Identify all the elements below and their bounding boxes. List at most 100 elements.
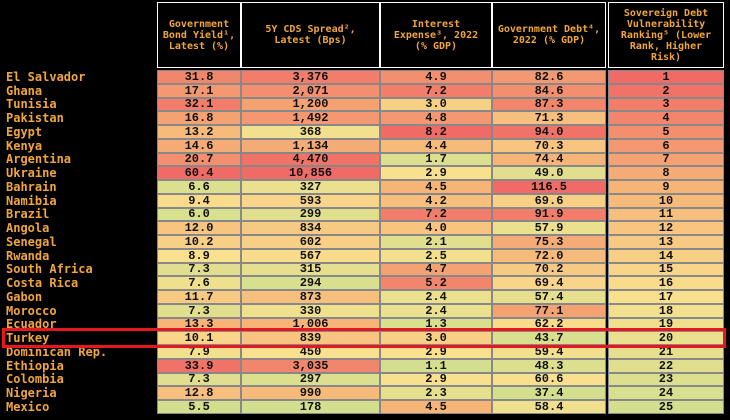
table-cell: 70.2 [492,262,606,276]
table-cell: 23 [608,372,724,386]
table-cell: 10,856 [241,166,380,180]
table-cell: 1.1 [380,359,492,373]
table-cell: 1,200 [241,97,380,111]
table-cell: 8.9 [157,249,241,263]
table-cell: 49.0 [492,166,606,180]
table-cell: 299 [241,207,380,221]
table-cell: 17 [608,290,724,304]
table-cell: 3.0 [380,331,492,345]
table-cell: 593 [241,194,380,208]
table-cell: 1,492 [241,111,380,125]
table-cell: 7.3 [157,304,241,318]
column-header: Government Debt⁴, 2022 (% GDP) [492,2,606,68]
table-cell: 2.3 [380,386,492,400]
table-cell: 70.3 [492,139,606,153]
table-cell: 3 [608,97,724,111]
table-cell: 33.9 [157,359,241,373]
table-cell: 22 [608,359,724,373]
table-cell: 59.4 [492,345,606,359]
table-cell: 327 [241,180,380,194]
table-cell: 58.4 [492,400,606,414]
table-cell: 74.4 [492,152,606,166]
country-name: Tunisia [6,97,57,112]
table-cell: 82.6 [492,70,606,84]
country-name: Mexico [6,399,50,414]
table-cell: 14 [608,249,724,263]
table-cell: 48.3 [492,359,606,373]
table-cell: 69.4 [492,276,606,290]
table-cell: 10.2 [157,235,241,249]
table-cell: 10 [608,194,724,208]
table-cell: 20 [608,331,724,345]
table-cell: 13.3 [157,317,241,331]
table-cell: 1.3 [380,317,492,331]
table-cell: 8.2 [380,125,492,139]
table-cell: 9 [608,180,724,194]
table-cell: 57.9 [492,221,606,235]
table-cell: 94.0 [492,125,606,139]
table-cell: 31.8 [157,70,241,84]
table-cell: 873 [241,290,380,304]
table-cell: 6.0 [157,207,241,221]
table-cell: 178 [241,400,380,414]
table-cell: 7 [608,152,724,166]
table-cell: 43.7 [492,331,606,345]
table-cell: 567 [241,249,380,263]
table-cell: 20.7 [157,152,241,166]
table-cell: 4.5 [380,180,492,194]
table-cell: 87.3 [492,97,606,111]
country-name: Dominican Rep. [6,344,108,359]
table-cell: 14.6 [157,139,241,153]
country-name: Namibia [6,193,57,208]
table-cell: 24 [608,386,724,400]
table-cell: 4.9 [380,70,492,84]
table-cell: 62.2 [492,317,606,331]
table-cell: 1 [608,70,724,84]
table-cell: 2.9 [380,372,492,386]
table-cell: 11 [608,207,724,221]
table-cell: 12 [608,221,724,235]
column-header: Sovereign Debt Vulnerability Ranking⁵ (L… [608,2,724,68]
table-cell: 2.1 [380,235,492,249]
table-cell: 7.6 [157,276,241,290]
table-cell: 17.1 [157,84,241,98]
country-name: Senegal [6,234,57,249]
country-name: Bahrain [6,179,57,194]
table-cell: 4,470 [241,152,380,166]
table-cell: 25 [608,400,724,414]
table-cell: 7.2 [380,207,492,221]
country-name: Egypt [6,124,43,139]
table-cell: 2.4 [380,304,492,318]
table-cell: 2,071 [241,84,380,98]
table-cell: 4.5 [380,400,492,414]
table-cell: 8 [608,166,724,180]
table-cell: 19 [608,317,724,331]
table-cell: 32.1 [157,97,241,111]
table-cell: 16.8 [157,111,241,125]
table-cell: 368 [241,125,380,139]
table-cell: 3.0 [380,97,492,111]
table-cell: 71.3 [492,111,606,125]
table-cell: 2.5 [380,249,492,263]
table-cell: 990 [241,386,380,400]
table-cell: 69.6 [492,194,606,208]
table-cell: 834 [241,221,380,235]
table-cell: 5.2 [380,276,492,290]
table-cell: 16 [608,276,724,290]
country-name: Rwanda [6,248,50,263]
table-cell: 91.9 [492,207,606,221]
table-cell: 6.6 [157,180,241,194]
table-cell: 13 [608,235,724,249]
table-cell: 60.4 [157,166,241,180]
country-name: Costa Rica [6,276,79,291]
table-cell: 7.3 [157,262,241,276]
table-cell: 18 [608,304,724,318]
table-cell: 602 [241,235,380,249]
table-cell: 315 [241,262,380,276]
country-name: Pakistan [6,111,64,126]
table-cell: 2 [608,84,724,98]
table-cell: 12.8 [157,386,241,400]
table-cell: 4.4 [380,139,492,153]
table-cell: 4.8 [380,111,492,125]
